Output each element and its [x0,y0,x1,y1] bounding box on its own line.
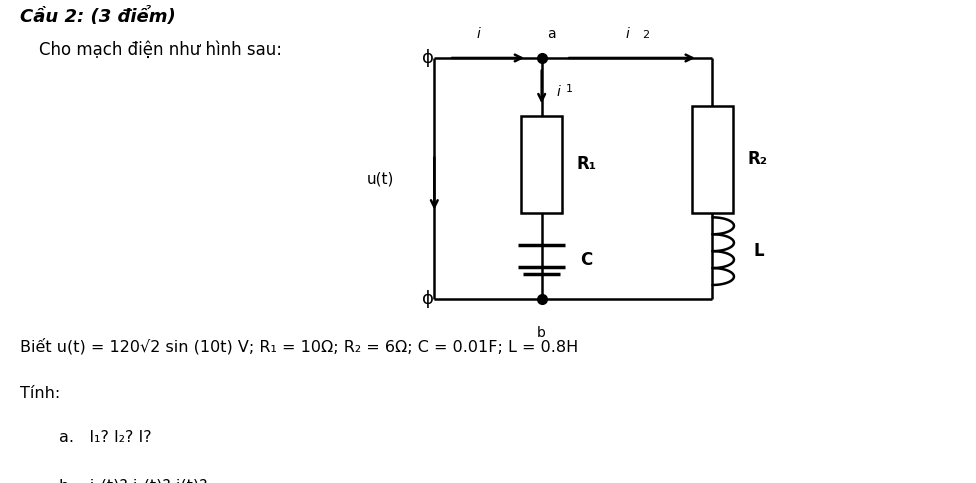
Text: R₁: R₁ [577,155,596,173]
Text: b: b [537,326,547,340]
Text: i: i [556,85,560,99]
Text: Tính:: Tính: [20,386,60,401]
Text: ϕ: ϕ [423,49,434,67]
Text: a.   I₁? I₂? I?: a. I₁? I₂? I? [59,430,151,445]
Text: Biết u(t) = 120√2 sin (10t) V; R₁ = 10Ω; R₂ = 6Ω; C = 0.01F; L = 0.8H: Biết u(t) = 120√2 sin (10t) V; R₁ = 10Ω;… [20,338,578,355]
Text: b.   i₁(t)? i₂(t)? i(t)?: b. i₁(t)? i₂(t)? i(t)? [59,478,207,483]
Text: C: C [580,251,592,269]
Text: i: i [626,27,629,41]
Text: L: L [753,242,764,260]
Text: 2: 2 [642,29,649,40]
Text: Cho mạch điện như hình sau:: Cho mạch điện như hình sau: [39,41,282,59]
Bar [692,106,733,213]
Text: i: i [476,27,480,41]
Bar [521,116,562,213]
Text: 1: 1 [566,85,573,94]
Text: u(t): u(t) [367,171,394,186]
Text: R₂: R₂ [748,150,767,169]
Text: a: a [548,27,555,41]
Text: Cầu 2: (3 điểm): Cầu 2: (3 điểm) [20,7,176,26]
Text: ϕ: ϕ [423,290,434,309]
